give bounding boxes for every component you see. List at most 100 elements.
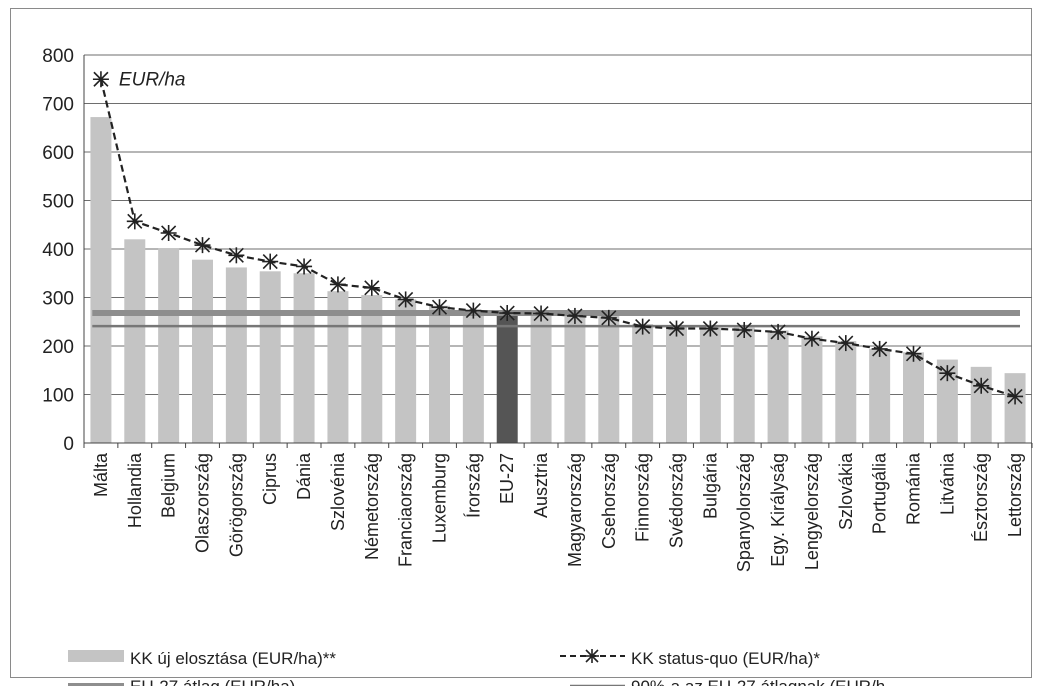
x-category-label: Lengyelország <box>802 453 822 570</box>
status-quo-marker <box>296 258 313 275</box>
x-category-label: Finnország <box>633 453 653 542</box>
bar-10 <box>429 305 450 443</box>
bar-4 <box>225 267 247 443</box>
status-quo-marker <box>262 253 279 270</box>
y-tick-label: 600 <box>42 143 74 164</box>
x-category-label: Ausztria <box>531 452 551 518</box>
x-category-label: Olaszország <box>193 453 213 553</box>
status-quo-marker <box>566 307 583 324</box>
bar-17 <box>666 326 687 443</box>
x-category-label: Hollandia <box>125 452 145 528</box>
bar-8 <box>361 295 383 443</box>
x-category-label: Belgium <box>159 453 179 518</box>
chart-frame <box>10 8 1032 678</box>
status-quo-marker <box>533 305 550 322</box>
bar-6 <box>293 273 315 443</box>
status-quo-marker <box>499 305 516 322</box>
status-quo-marker <box>329 276 346 293</box>
bar-16 <box>632 324 654 443</box>
status-quo-polyline <box>99 78 1016 398</box>
status-quo-marker <box>397 291 414 308</box>
x-category-label: Németország <box>362 453 382 560</box>
legend-avg-label: EU-27 átlag (EUR/ha) <box>130 677 295 686</box>
status-quo-marker <box>194 237 211 254</box>
bar-12 <box>496 313 518 443</box>
x-category-label: Dánia <box>294 452 314 500</box>
y-tick-label: 100 <box>42 386 74 407</box>
bar-23 <box>869 348 891 443</box>
legend-bar-label: KK új elosztása (EUR/ha)** <box>130 649 336 668</box>
y-tick-label: 0 <box>63 434 74 455</box>
status-quo-marker <box>803 330 820 347</box>
status-quo-marker <box>939 365 956 382</box>
status-quo-marker <box>837 335 854 352</box>
legend-status-quo-marker <box>585 649 599 663</box>
status-quo-marker <box>668 320 685 337</box>
y-tick-label: 700 <box>42 95 74 116</box>
status-quo-marker <box>973 377 990 394</box>
x-category-label: Lettország <box>1005 453 1025 537</box>
x-category-label: Spanyolország <box>734 453 754 572</box>
y-tick-label: 500 <box>42 192 74 213</box>
y-tick-label: 300 <box>42 289 74 310</box>
bar-11 <box>462 312 484 443</box>
bar-22 <box>835 341 857 443</box>
bar-27 <box>1004 373 1026 443</box>
bar-13 <box>530 313 552 443</box>
status-quo-marker <box>431 299 448 316</box>
x-category-label: Szlovákia <box>836 452 856 530</box>
unit-label: EUR/ha <box>119 69 186 90</box>
y-tick-label: 200 <box>42 337 74 358</box>
legend-status-quo-label: KK status-quo (EUR/ha)* <box>631 649 820 668</box>
x-category-label: Málta <box>91 452 111 497</box>
status-quo-marker <box>634 318 651 335</box>
x-axis: Málta Hollandia Belgium Olaszország Görögors… <box>83 442 1033 572</box>
status-quo-marker <box>905 345 922 362</box>
legend-bar-swatch <box>68 650 124 662</box>
x-category-label: Észtország <box>971 453 991 542</box>
x-category-label: Románia <box>904 452 924 525</box>
y-tick-label: 400 <box>42 240 74 261</box>
x-category-label: EU-27 <box>497 453 517 504</box>
bar-18 <box>699 327 721 443</box>
status-quo-marker <box>600 309 617 326</box>
bar-24 <box>903 352 924 443</box>
bar-9 <box>395 299 417 443</box>
status-quo-marker <box>736 321 753 338</box>
legend: KK új elosztása (EUR/ha)** KK status-quo… <box>68 649 885 686</box>
status-quo-marker <box>160 224 177 241</box>
x-category-label: Luxemburg <box>430 453 450 543</box>
bar-1 <box>124 239 146 443</box>
x-category-label: Litvánia <box>937 452 957 515</box>
bar-14 <box>564 314 586 443</box>
bar-15 <box>598 315 620 443</box>
bar-21 <box>801 336 823 443</box>
x-category-label: Görögország <box>226 453 246 557</box>
bar-20 <box>767 330 789 443</box>
x-category-label: Csehország <box>599 453 619 549</box>
status-quo-marker <box>1007 388 1024 405</box>
x-category-label: Portugália <box>870 452 890 534</box>
bar-0 <box>90 117 112 443</box>
x-category-label: Ciprus <box>260 453 280 505</box>
status-quo-line <box>92 71 1024 405</box>
x-category-label: Szlovénia <box>328 452 348 531</box>
bar-19 <box>733 327 755 443</box>
legend-pct90-label: 90%-a az EU-27 átlagnak (EUR/h <box>631 677 885 686</box>
average-lines <box>92 310 1020 328</box>
status-quo-marker <box>126 213 143 230</box>
x-category-label: Svédország <box>667 453 687 548</box>
x-category-label: Egy. Királyság <box>768 453 788 567</box>
x-category-label: Magyarország <box>565 453 585 567</box>
status-quo-marker <box>363 279 380 296</box>
y-tick-label: 800 <box>42 46 74 67</box>
x-category-label: Bulgária <box>700 452 720 519</box>
x-category-label: Írország <box>463 453 483 518</box>
status-quo-marker <box>465 302 482 319</box>
status-quo-marker <box>871 340 888 357</box>
bar-3 <box>192 259 213 443</box>
bar-25 <box>936 359 958 443</box>
bar-2 <box>158 248 180 443</box>
bar-5 <box>259 271 281 443</box>
